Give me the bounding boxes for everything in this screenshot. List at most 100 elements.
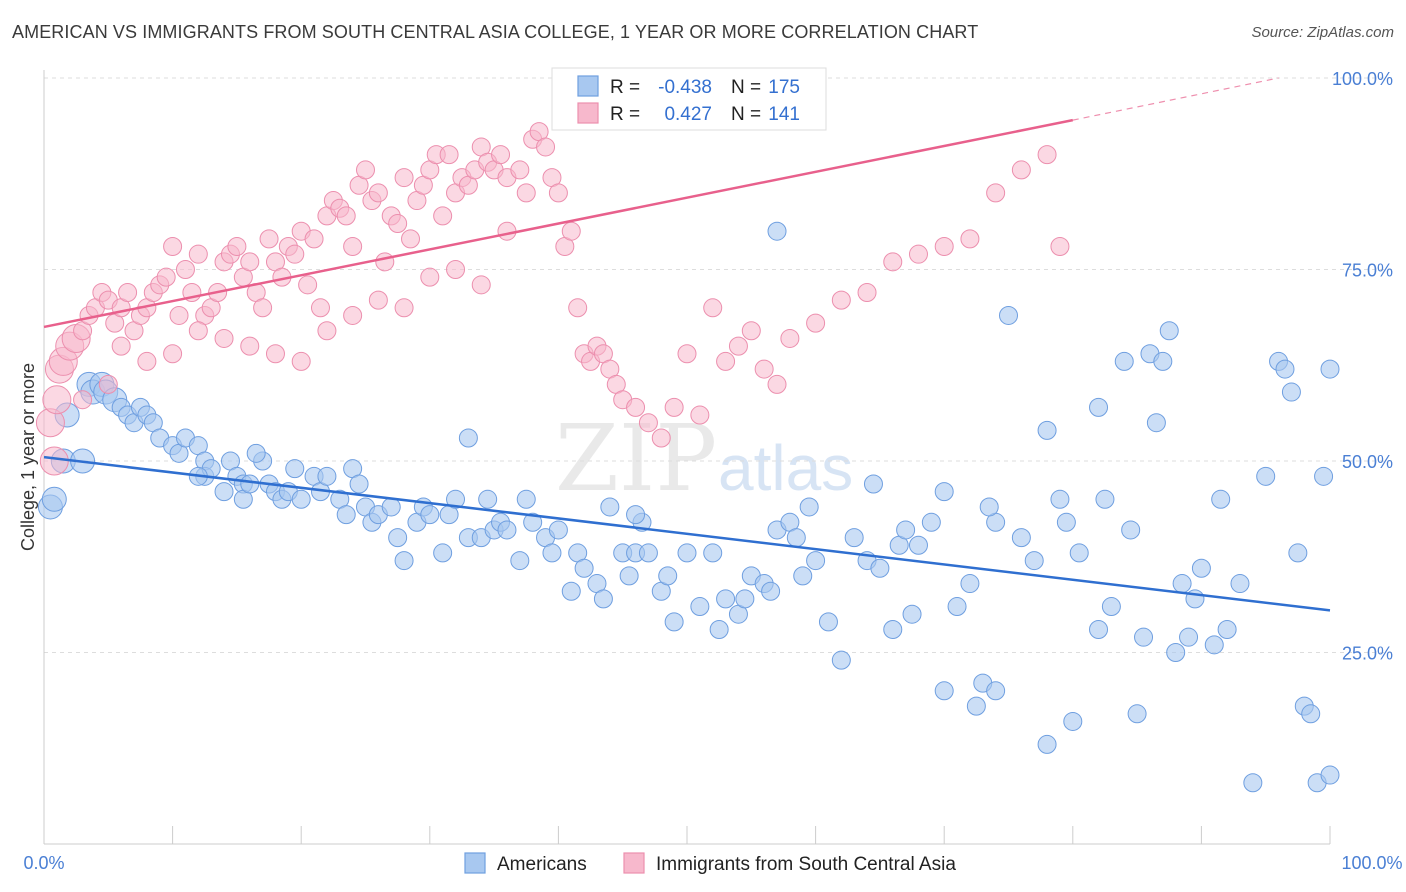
immigrants-point	[310, 298, 330, 318]
americans-point	[1134, 627, 1154, 647]
americans-point	[960, 574, 980, 594]
americans-point	[1211, 489, 1231, 509]
americans-point	[1146, 413, 1166, 433]
americans-r-label: R =	[610, 77, 640, 98]
immigrants-point	[39, 446, 69, 476]
americans-point	[349, 474, 369, 494]
americans-point	[336, 505, 356, 525]
immigrants-point	[291, 351, 311, 371]
immigrants-point	[317, 321, 337, 341]
americans-point	[709, 620, 729, 640]
immigrants-point	[857, 282, 877, 302]
americans-point	[1127, 704, 1147, 724]
immigrants-point	[420, 267, 440, 287]
americans-point	[793, 566, 813, 586]
immigrants-point	[169, 305, 189, 325]
americans-point	[1153, 351, 1173, 371]
americans-point	[658, 566, 678, 586]
americans-point	[561, 581, 581, 601]
immigrants-point	[343, 305, 363, 325]
americans-point	[1281, 382, 1301, 402]
immigrants-n-label: N =	[731, 104, 761, 125]
immigrants-point	[568, 298, 588, 318]
americans-point	[1024, 551, 1044, 571]
americans-point	[902, 604, 922, 624]
x-tick-label-max: 100.0%	[1341, 853, 1402, 873]
americans-point	[908, 535, 928, 555]
immigrants-point	[227, 237, 247, 257]
watermark-atlas: atlas	[718, 432, 853, 504]
immigrants-point	[98, 374, 118, 394]
chart-title: AMERICAN VS IMMIGRANTS FROM SOUTH CENTRA…	[12, 22, 979, 42]
americans-point	[1159, 321, 1179, 341]
americans-point	[716, 589, 736, 609]
immigrants-point	[285, 244, 305, 264]
americans-point	[664, 612, 684, 632]
americans-point	[947, 597, 967, 617]
americans-point	[1095, 489, 1115, 509]
americans-point	[883, 620, 903, 640]
immigrants-point	[304, 229, 324, 249]
immigrants-point	[240, 336, 260, 356]
immigrants-points	[35, 122, 1070, 476]
immigrants-point	[433, 206, 453, 226]
americans-point	[799, 497, 819, 517]
immigrants-point	[401, 229, 421, 249]
immigrants-point	[388, 214, 408, 234]
immigrants-point	[368, 290, 388, 310]
americans-point	[979, 497, 999, 517]
immigrants-point	[265, 344, 285, 364]
immigrants-point	[439, 145, 459, 165]
immigrants-point	[510, 160, 530, 180]
americans-point	[246, 443, 266, 463]
americans-series-label: Americans	[497, 854, 587, 875]
immigrants-point	[626, 397, 646, 417]
immigrants-point	[741, 321, 761, 341]
immigrants-point	[356, 160, 375, 180]
immigrants-point	[1037, 145, 1057, 165]
y-tick-labels: 25.0% 50.0% 75.0% 100.0%	[1332, 69, 1393, 664]
immigrants-point	[491, 145, 511, 165]
immigrants-legend-swatch	[577, 102, 599, 124]
americans-n-value: 175	[768, 77, 800, 98]
americans-point	[381, 497, 401, 517]
immigrants-point	[728, 336, 748, 356]
americans-point	[1114, 351, 1134, 371]
americans-point	[1301, 704, 1321, 724]
immigrants-point	[471, 275, 491, 295]
americans-point	[1230, 574, 1250, 594]
americans-point	[1089, 620, 1109, 640]
americans-point	[1037, 420, 1057, 440]
immigrants-point	[188, 244, 208, 264]
immigrants-point	[677, 344, 697, 364]
y-tick-label: 50.0%	[1342, 452, 1393, 472]
americans-point	[1204, 635, 1224, 655]
americans-point	[767, 221, 787, 241]
americans-point	[593, 589, 613, 609]
immigrants-point	[831, 290, 851, 310]
y-tick-label: 100.0%	[1332, 69, 1393, 89]
immigrants-point	[806, 313, 826, 333]
americans-point	[1320, 359, 1340, 379]
americans-point	[542, 543, 562, 563]
americans-legend-swatch	[577, 75, 599, 97]
americans-point	[291, 489, 311, 509]
immigrants-point	[253, 298, 273, 318]
americans-point	[1314, 466, 1334, 486]
x-ticks	[43, 826, 1331, 844]
americans-point	[870, 558, 890, 578]
americans-point	[420, 505, 440, 525]
immigrants-point	[767, 374, 787, 394]
immigrants-point	[780, 328, 800, 348]
immigrants-point	[446, 260, 466, 279]
americans-point	[497, 520, 517, 540]
americans-point	[1243, 773, 1263, 793]
immigrants-point	[368, 183, 388, 203]
immigrants-point	[883, 252, 903, 272]
americans-point	[677, 543, 697, 563]
americans-point	[458, 428, 478, 448]
immigrants-series-swatch	[623, 852, 645, 874]
americans-point	[1191, 558, 1211, 578]
americans-point	[844, 528, 864, 548]
